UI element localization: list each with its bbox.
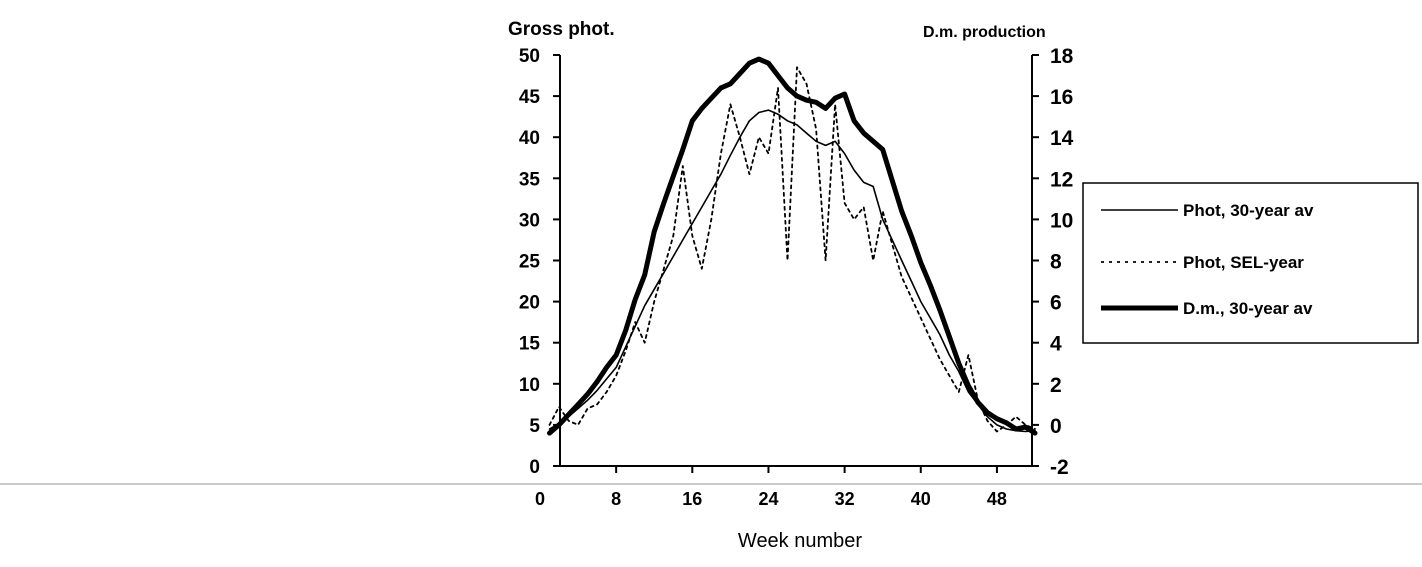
y-right-tick-label: 18 bbox=[1050, 45, 1074, 68]
y-left-tick-label: 25 bbox=[519, 252, 541, 273]
x-axis-title: Week number bbox=[738, 530, 862, 552]
y-right-tick-label: 0 bbox=[1050, 415, 1062, 438]
y-right-tick-label: 12 bbox=[1050, 168, 1073, 191]
y-left-tick-label: 15 bbox=[519, 334, 541, 355]
y-left-tick-label: 10 bbox=[519, 375, 540, 396]
y-left-tick-label: 35 bbox=[519, 169, 541, 190]
y-left-tick-label: 45 bbox=[519, 87, 541, 108]
x-tick-label: 16 bbox=[682, 489, 702, 509]
y-right-tick-label: 2 bbox=[1050, 374, 1062, 397]
x-tick-label: 0 bbox=[535, 489, 545, 509]
legend-label-phot-sel: Phot, SEL-year bbox=[1183, 253, 1304, 272]
x-tick-label: 8 bbox=[611, 489, 621, 509]
y-left-tick-label: 30 bbox=[519, 210, 540, 231]
y-right-tick-label: -2 bbox=[1050, 456, 1069, 479]
y-left-tick-label: 50 bbox=[519, 46, 540, 67]
y-right-tick-label: 16 bbox=[1050, 86, 1073, 109]
x-tick-label: 48 bbox=[987, 489, 1007, 509]
y-right-tick-label: 4 bbox=[1050, 333, 1062, 356]
y-right-tick-label: 10 bbox=[1050, 209, 1073, 232]
series-dm-30yr-line bbox=[547, 56, 1038, 436]
series-phot-sel-line bbox=[548, 66, 1036, 433]
y-left-tick-label: 20 bbox=[519, 293, 540, 314]
x-tick-label: 32 bbox=[835, 489, 855, 509]
y-left-tick-label: 5 bbox=[529, 416, 540, 437]
y-right-tick-label: 6 bbox=[1050, 292, 1062, 315]
left-axis-title: Gross phot. bbox=[508, 19, 615, 40]
x-tick-label: 24 bbox=[758, 489, 778, 509]
y-right-tick-label: 8 bbox=[1050, 251, 1062, 274]
legend-label-dm-30yr: D.m., 30-year av bbox=[1183, 299, 1313, 318]
y-left-tick-label: 0 bbox=[529, 457, 540, 478]
right-axis-title: D.m. production bbox=[923, 24, 1046, 41]
x-tick-label: 40 bbox=[911, 489, 931, 509]
y-left-tick-label: 40 bbox=[519, 128, 540, 149]
legend: Phot, 30-year av Phot, SEL-year D.m., 30… bbox=[1082, 182, 1419, 344]
y-right-tick-label: 14 bbox=[1050, 127, 1074, 150]
legend-label-phot-30yr: Phot, 30-year av bbox=[1183, 201, 1314, 220]
